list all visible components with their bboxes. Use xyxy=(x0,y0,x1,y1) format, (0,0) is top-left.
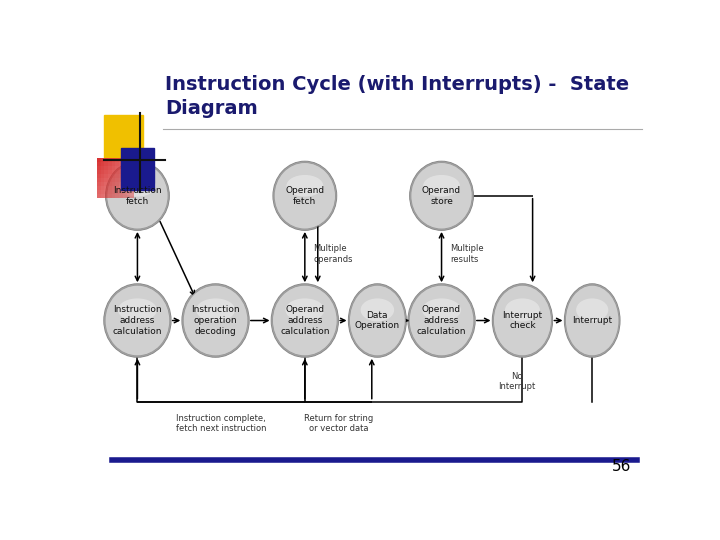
Text: Instruction
address
calculation: Instruction address calculation xyxy=(113,305,162,336)
Text: Interrupt
check: Interrupt check xyxy=(503,310,542,330)
Ellipse shape xyxy=(409,285,474,356)
Ellipse shape xyxy=(349,285,405,356)
Text: 56: 56 xyxy=(612,460,631,474)
Ellipse shape xyxy=(106,161,169,231)
Ellipse shape xyxy=(408,284,475,357)
Ellipse shape xyxy=(423,175,460,197)
Text: Instruction complete,
fetch next instruction: Instruction complete, fetch next instruc… xyxy=(176,414,266,434)
Ellipse shape xyxy=(410,161,474,231)
Text: Instruction
operation
decoding: Instruction operation decoding xyxy=(192,305,240,336)
Ellipse shape xyxy=(348,284,406,357)
Text: Multiple
operands: Multiple operands xyxy=(313,244,353,264)
Ellipse shape xyxy=(105,285,170,356)
Ellipse shape xyxy=(505,299,540,321)
Ellipse shape xyxy=(493,285,552,356)
Text: Instruction Cycle (with Interrupts) -  State
Diagram: Instruction Cycle (with Interrupts) - St… xyxy=(166,75,629,118)
Text: Instruction
fetch: Instruction fetch xyxy=(113,186,162,206)
Ellipse shape xyxy=(564,284,620,357)
Ellipse shape xyxy=(411,163,472,229)
Text: Operand
address
calculation: Operand address calculation xyxy=(417,305,467,336)
Ellipse shape xyxy=(285,299,324,321)
Ellipse shape xyxy=(274,163,336,229)
Ellipse shape xyxy=(196,299,235,321)
Ellipse shape xyxy=(119,175,156,197)
Ellipse shape xyxy=(287,175,323,197)
Text: Operand
address
calculation: Operand address calculation xyxy=(280,305,330,336)
Text: Operand
store: Operand store xyxy=(422,186,461,206)
Bar xyxy=(121,148,154,190)
Ellipse shape xyxy=(422,299,461,321)
Text: Operand
fetch: Operand fetch xyxy=(285,186,325,206)
Bar xyxy=(104,114,143,160)
Text: Return for string
or vector data: Return for string or vector data xyxy=(304,414,373,434)
Text: No
Interrupt: No Interrupt xyxy=(498,372,536,391)
Ellipse shape xyxy=(183,285,248,356)
Ellipse shape xyxy=(492,284,553,357)
Ellipse shape xyxy=(565,285,619,356)
Ellipse shape xyxy=(361,299,394,321)
Ellipse shape xyxy=(107,163,168,229)
Ellipse shape xyxy=(273,161,337,231)
Ellipse shape xyxy=(272,285,337,356)
Ellipse shape xyxy=(576,299,608,321)
Text: Interrupt: Interrupt xyxy=(572,316,612,325)
Ellipse shape xyxy=(271,284,338,357)
Ellipse shape xyxy=(182,284,249,357)
Ellipse shape xyxy=(104,284,171,357)
Ellipse shape xyxy=(118,299,157,321)
Text: Data
Operation: Data Operation xyxy=(355,310,400,330)
Text: Multiple
results: Multiple results xyxy=(450,244,484,264)
